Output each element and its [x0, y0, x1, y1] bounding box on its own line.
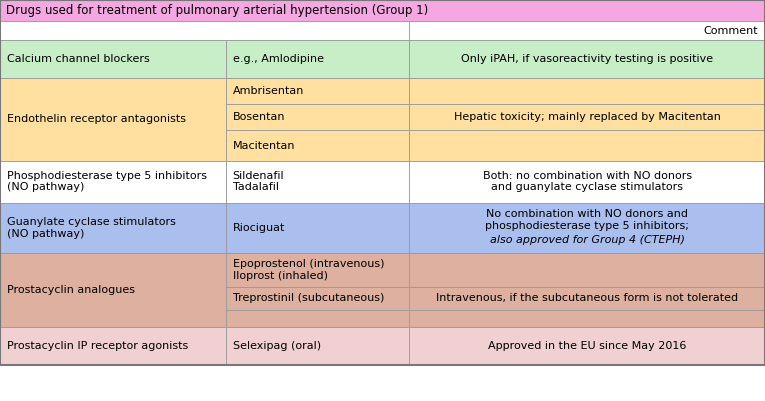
Text: Phosphodiesterase type 5 inhibitors
(NO pathway): Phosphodiesterase type 5 inhibitors (NO … [7, 171, 207, 192]
Text: Treprostinil (subcutaneous): Treprostinil (subcutaneous) [233, 294, 384, 304]
Bar [409, 203, 765, 253]
Text: Endothelin receptor antagonists: Endothelin receptor antagonists [7, 114, 186, 124]
Bar [226, 104, 409, 130]
Text: Drugs used for treatment of pulmonary arterial hypertension (Group 1): Drugs used for treatment of pulmonary ar… [6, 4, 428, 17]
Bar [409, 253, 765, 287]
Text: Approved in the EU since May 2016: Approved in the EU since May 2016 [488, 341, 686, 351]
Bar [226, 253, 409, 287]
Bar [409, 327, 765, 365]
Text: Calcium channel blockers: Calcium channel blockers [7, 54, 150, 64]
Bar [409, 21, 765, 40]
Bar [409, 130, 765, 160]
Text: Intravenous, if the subcutaneous form is not tolerated: Intravenous, if the subcutaneous form is… [436, 294, 738, 304]
Text: Riociguat: Riociguat [233, 223, 285, 233]
Text: Comment: Comment [703, 26, 758, 36]
Text: Only iPAH, if vasoreactivity testing is positive: Only iPAH, if vasoreactivity testing is … [461, 54, 713, 64]
Bar [0, 203, 226, 253]
Bar [226, 130, 409, 160]
Text: No combination with NO donors and
phosphodiesterase type 5 inhibitors;: No combination with NO donors and phosph… [485, 209, 689, 231]
Bar [226, 160, 409, 203]
Bar [0, 253, 226, 327]
Bar [0, 0, 765, 21]
Bar [0, 327, 226, 365]
Text: Both: no combination with NO donors
and guanylate cyclase stimulators: Both: no combination with NO donors and … [483, 171, 692, 192]
Text: Ambrisentan: Ambrisentan [233, 86, 304, 96]
Text: Sildenafil
Tadalafil: Sildenafil Tadalafil [233, 171, 285, 192]
Text: also approved for Group 4 (CTEPH): also approved for Group 4 (CTEPH) [490, 235, 685, 245]
Bar [0, 78, 226, 160]
Bar [0, 21, 409, 40]
Text: Hepatic toxicity; mainly replaced by Macitentan: Hepatic toxicity; mainly replaced by Mac… [454, 112, 721, 122]
Bar [0, 40, 226, 78]
Bar [409, 78, 765, 104]
Text: Selexipag (oral): Selexipag (oral) [233, 341, 321, 351]
Bar [409, 40, 765, 78]
Text: e.g., Amlodipine: e.g., Amlodipine [233, 54, 324, 64]
Bar [226, 287, 409, 310]
Text: Guanylate cyclase stimulators
(NO pathway): Guanylate cyclase stimulators (NO pathwa… [7, 217, 176, 239]
Text: Prostacyclin IP receptor agonists: Prostacyclin IP receptor agonists [7, 341, 188, 351]
Bar [0, 160, 226, 203]
Bar [226, 78, 409, 104]
Bar [226, 203, 409, 253]
Text: Macitentan: Macitentan [233, 140, 295, 150]
Bar [409, 104, 765, 130]
Bar [226, 327, 409, 365]
Bar [409, 287, 765, 310]
Bar [226, 310, 409, 327]
Text: Epoprostenol (intravenous)
Iloprost (inhaled): Epoprostenol (intravenous) Iloprost (inh… [233, 259, 384, 281]
Bar [409, 160, 765, 203]
Bar [409, 310, 765, 327]
Bar [226, 40, 409, 78]
Text: Prostacyclin analogues: Prostacyclin analogues [7, 285, 135, 295]
Text: Bosentan: Bosentan [233, 112, 285, 122]
